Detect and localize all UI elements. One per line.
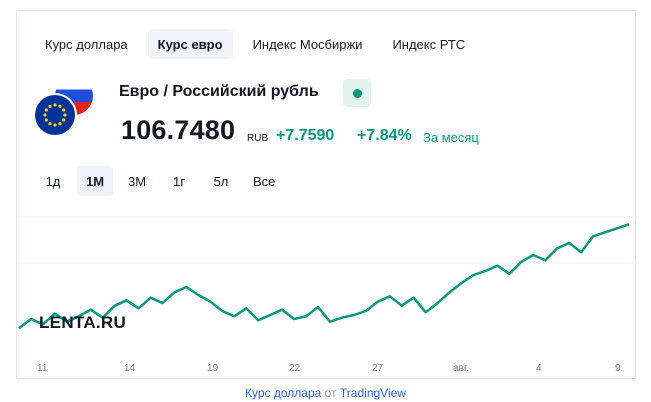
attribution: Курс доллара от TradingView <box>0 386 651 400</box>
range-3m[interactable]: 3М <box>127 173 147 189</box>
eu-flag-icon <box>35 95 75 135</box>
x-tick-label: 14 <box>124 363 136 374</box>
attribution-separator: от <box>321 386 340 400</box>
eu-stars-icon <box>43 103 67 127</box>
x-tick-label: 19 <box>207 363 219 374</box>
range-1m[interactable]: 1М <box>77 166 113 196</box>
x-tick-label: 11 <box>37 363 48 374</box>
market-status-badge[interactable] <box>343 79 371 107</box>
price-change-percent: +7.84% <box>357 127 412 144</box>
x-tick-label: авг. <box>453 363 469 374</box>
tab-eur[interactable]: Курс евро <box>147 29 233 59</box>
x-tick-label: 27 <box>372 363 384 374</box>
x-tick-label: 9 <box>615 363 621 374</box>
price-chart[interactable]: 11 14 19 22 27 авг. 4 9 <box>17 203 637 379</box>
lenta-watermark: LENTA.RU <box>39 313 127 332</box>
currency-widget: Курс доллара Курс евро Индекс Мосбиржи И… <box>16 10 637 379</box>
price-chart-svg: 11 14 19 22 27 авг. 4 9 <box>17 216 637 374</box>
market-tabs: Курс доллара Курс евро Индекс Мосбиржи И… <box>35 29 475 59</box>
range-1d[interactable]: 1д <box>45 173 61 189</box>
x-tick-label: 22 <box>289 363 301 374</box>
x-tick-label: 4 <box>536 363 542 374</box>
range-1y[interactable]: 1г <box>173 173 185 189</box>
range-5y[interactable]: 5л <box>213 173 229 189</box>
tab-moex-index[interactable]: Индекс Мосбиржи <box>252 36 363 52</box>
symbol-header: Евро / Российский рубль 106.7480 RUB +7.… <box>35 77 625 157</box>
price-change: +7.7590 <box>276 127 335 144</box>
market-open-dot-icon <box>352 88 362 98</box>
price-currency: RUB <box>247 133 269 144</box>
pair-title[interactable]: Евро / Российский рубль <box>119 83 319 100</box>
tab-usd[interactable]: Курс доллара <box>45 36 128 52</box>
attribution-link[interactable]: Курс доллара <box>245 386 322 400</box>
last-price: 106.7480 <box>121 115 236 145</box>
range-all[interactable]: Все <box>253 173 276 189</box>
range-selector: 1д 1М 3М 1г 5л Все <box>35 166 283 196</box>
change-period-label: За месяц <box>423 130 479 145</box>
tradingview-link[interactable]: TradingView <box>339 386 406 400</box>
currency-pair-flags <box>35 77 95 139</box>
price-line <box>18 223 630 330</box>
tab-rts-index[interactable]: Индекс РТС <box>392 36 466 52</box>
